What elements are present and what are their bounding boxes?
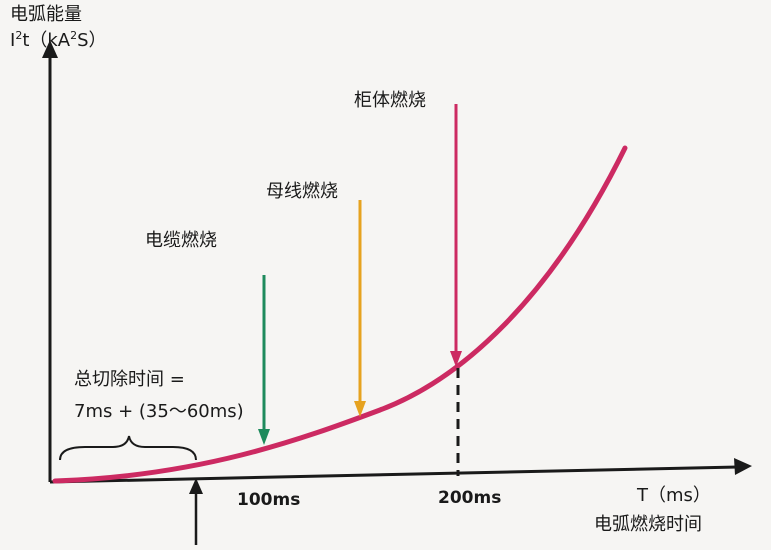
cable-burn-label: 电缆燃烧 [145, 230, 217, 251]
busbar-burn-label: 母线燃烧 [266, 181, 338, 202]
arc-energy-curve [52, 145, 628, 484]
x-tick-200ms: 200ms [438, 488, 502, 508]
y-axis-title: 电弧能量 [10, 4, 82, 25]
x-axis-unit: T（ms） [637, 485, 711, 506]
x-tick-100ms: 100ms [237, 490, 301, 510]
clearing-time-arrowhead [189, 478, 203, 494]
clearing-time-label: 总切除时间 = [74, 369, 185, 390]
busbar-burn-arrow [354, 200, 366, 417]
x-axis-line [49, 465, 739, 484]
cabinet-burn-arrow [450, 104, 462, 367]
x-axis-title: 电弧燃烧时间 [594, 514, 702, 535]
x-axis-arrowhead [734, 458, 752, 475]
cabinet-burn-label: 柜体燃烧 [354, 90, 426, 111]
cable-burn-arrow [258, 275, 270, 445]
y-axis-arrowhead [42, 40, 58, 58]
y-axis-unit: I2t（kA2S） [10, 29, 107, 51]
clearing-time-formula: 7ms + (35～60ms) [74, 401, 244, 422]
clearing-time-brace [59, 435, 197, 461]
